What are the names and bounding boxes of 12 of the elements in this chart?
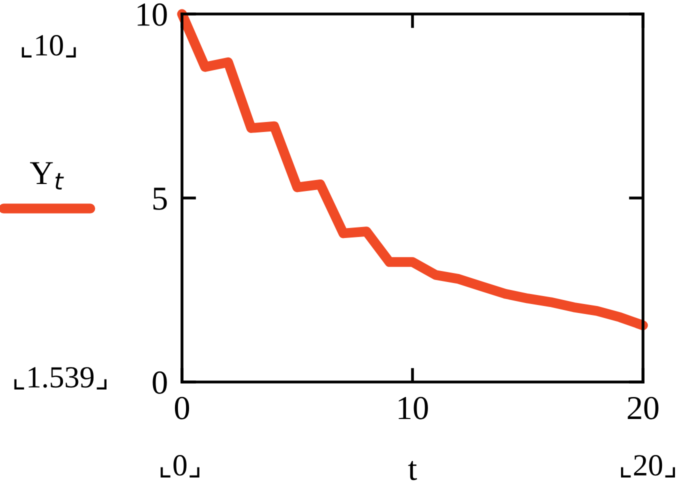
text: ⌞0⌟ xyxy=(160,455,200,478)
y-tick-label: 0 xyxy=(152,371,167,394)
x-tick-label: 10 xyxy=(398,396,428,420)
y-tick-label: 5 xyxy=(153,188,167,210)
x-tick-label: 20 xyxy=(628,396,658,420)
x-tick-label: 0 xyxy=(174,396,190,420)
x-axis-title: t xyxy=(408,461,417,480)
text: ⌞10⌟ xyxy=(22,35,76,58)
y-tick-label: 10 xyxy=(138,3,167,26)
text: ⌞1.539⌟ xyxy=(14,367,106,390)
text: ⌞20⌟ xyxy=(621,455,675,478)
text: Y$_{t}$ xyxy=(30,162,64,190)
